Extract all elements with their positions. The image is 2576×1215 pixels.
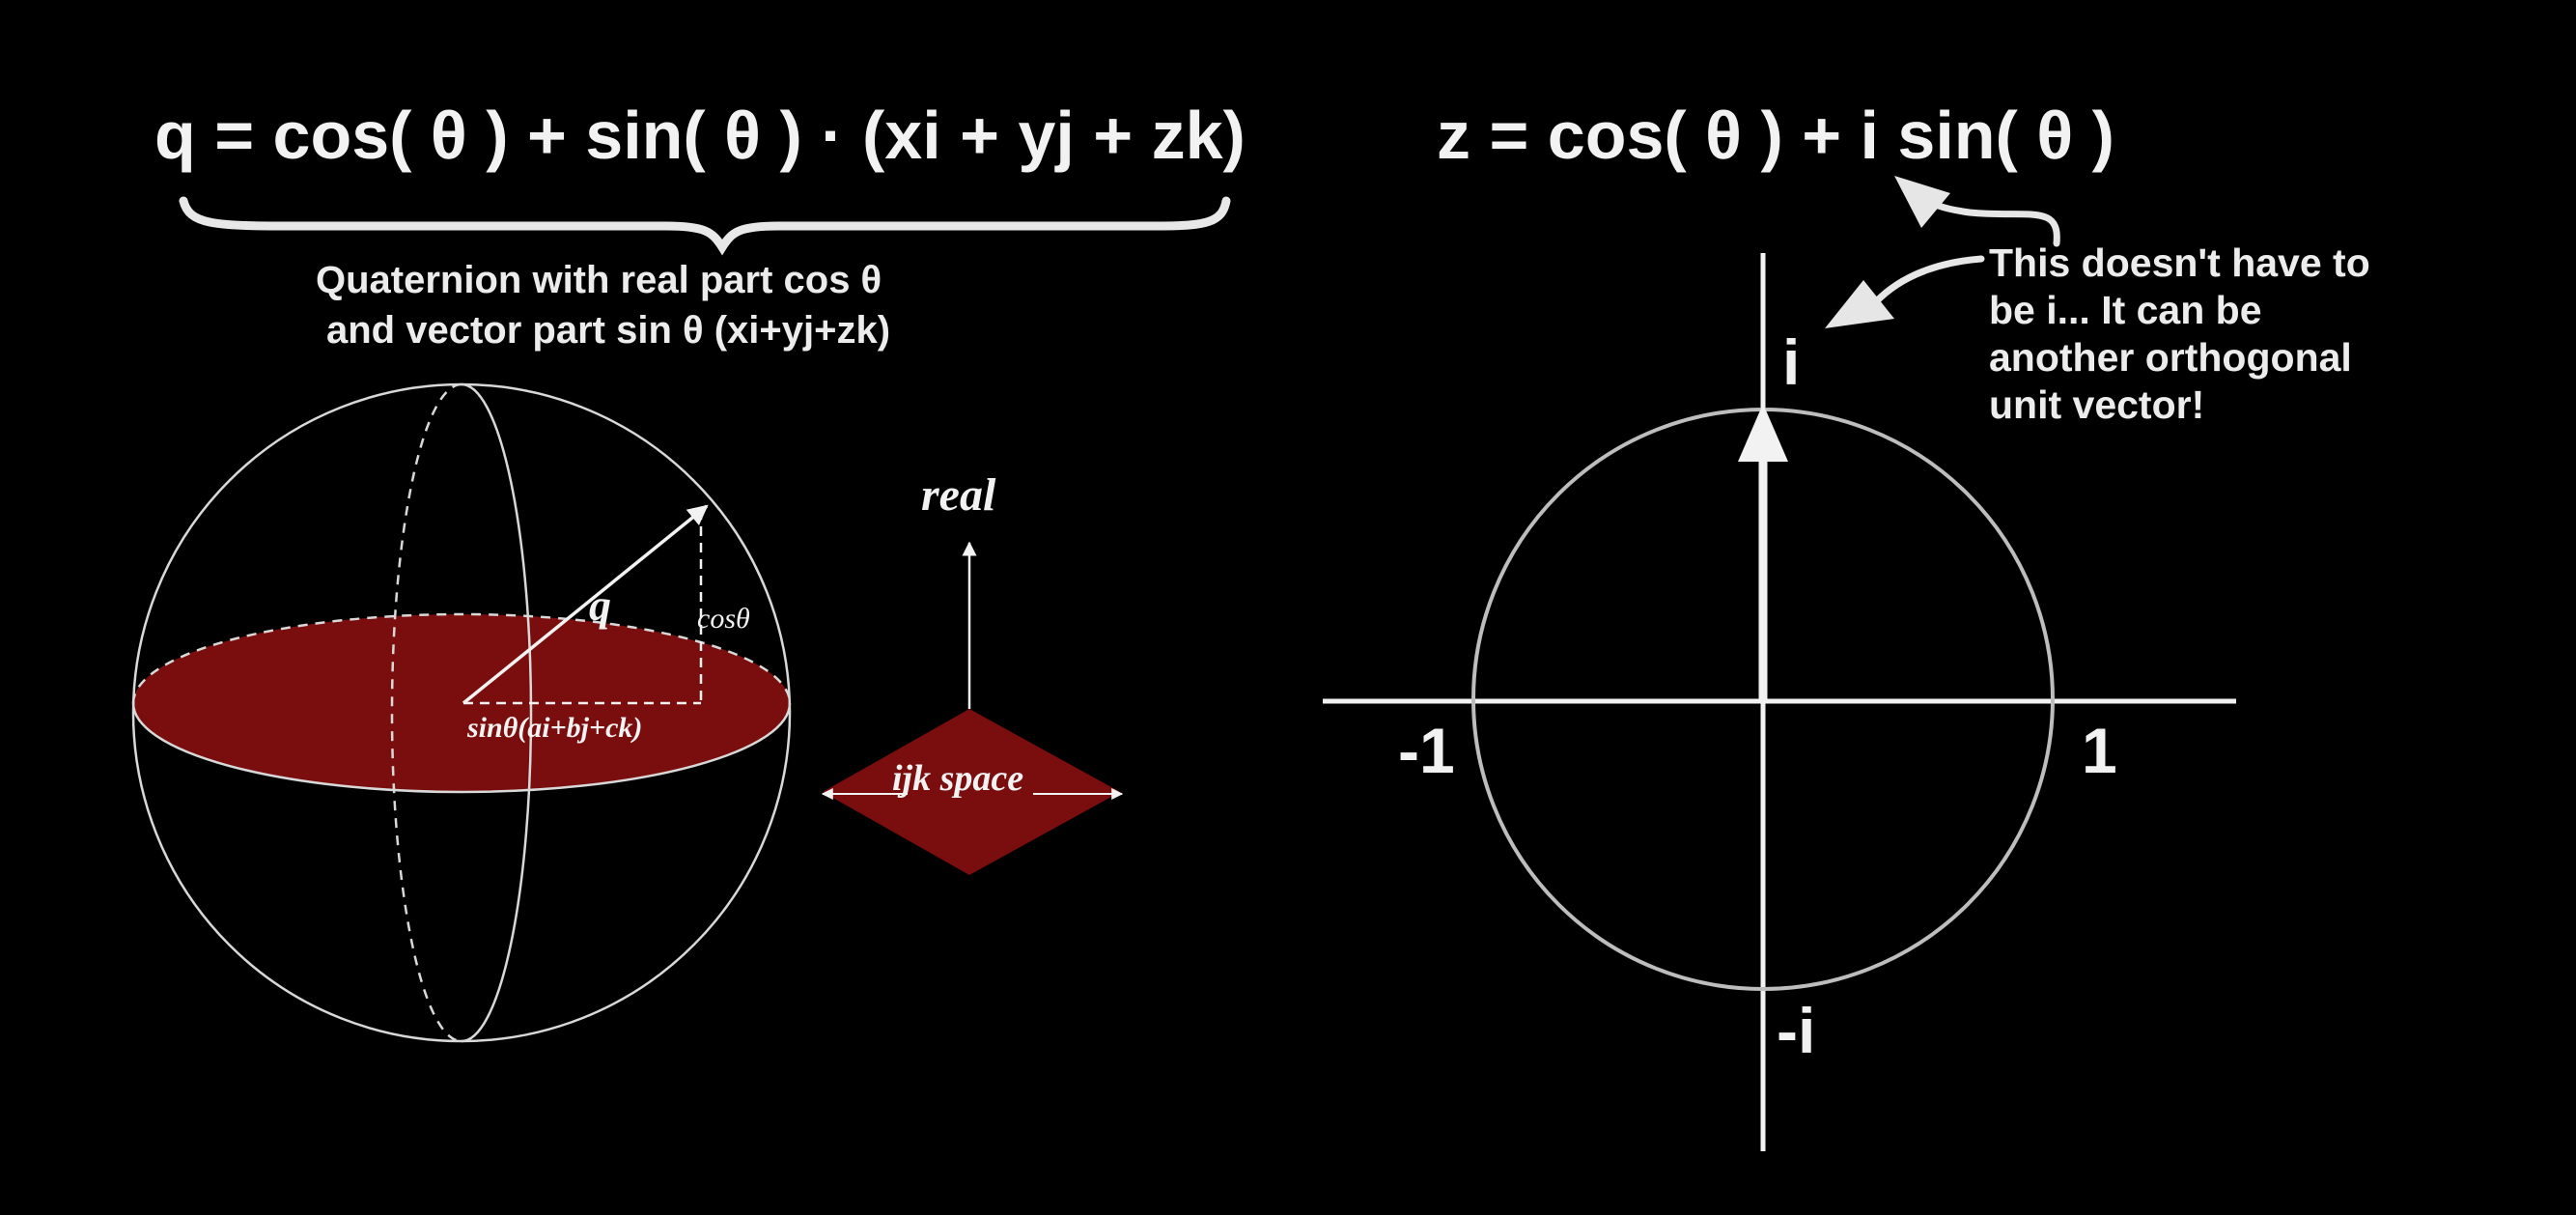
one-label: 1 [2082,715,2117,786]
minus-i-label: -i [1777,995,1815,1066]
note-line: be i... It can be [1989,288,2262,332]
ijk-space-diamond [823,709,1120,875]
orthogonal-note: This doesn't have to be i... It can be a… [1989,240,2370,429]
note-line: This doesn't have to [1989,240,2370,285]
pointer-to-axis-i [1867,255,1985,311]
meridian-back [390,382,462,1043]
meridian-front [461,382,533,1043]
quaternion-sphere: q cosθ sinθ(ai+bj+ck) [131,382,792,1043]
ijk-space-label: ijk space [892,758,1023,799]
equator-back [131,612,792,704]
note-line: another orthogonal [1989,335,2352,380]
i-arrowhead [1738,404,1788,462]
pointer-to-formula-i [1918,193,2060,247]
caption-line-1: Quaternion with real part cos θ [316,259,882,301]
pointer-to-axis-i-head [1825,280,1894,328]
caption-line-2: and vector part sin θ (xi+yj+zk) [326,309,891,352]
quaternion-formula: q = cos( θ ) + sin( θ ) · (xi + yj + zk) [154,98,1246,173]
pointer-to-formula-i-head [1894,176,1950,228]
complex-formula: z = cos( θ ) + i sin( θ ) [1437,98,2114,173]
sin-label: sinθ(ai+bj+ck) [466,712,642,744]
minus-one-label: -1 [1398,715,1455,786]
real-label: real [921,469,996,521]
note-line: unit vector! [1989,382,2205,427]
q-vector [462,504,709,705]
equator-front [131,702,792,794]
ijk-plane [133,614,790,792]
cos-label: cosθ [697,603,750,635]
real-ijk-legend: real ijk space [821,469,1124,875]
complex-plane: i -i 1 -1 [1323,253,2236,1151]
underbrace [179,196,1231,256]
q-label: q [589,580,611,630]
note-pointers [1825,176,2060,328]
i-label: i [1782,326,1800,398]
